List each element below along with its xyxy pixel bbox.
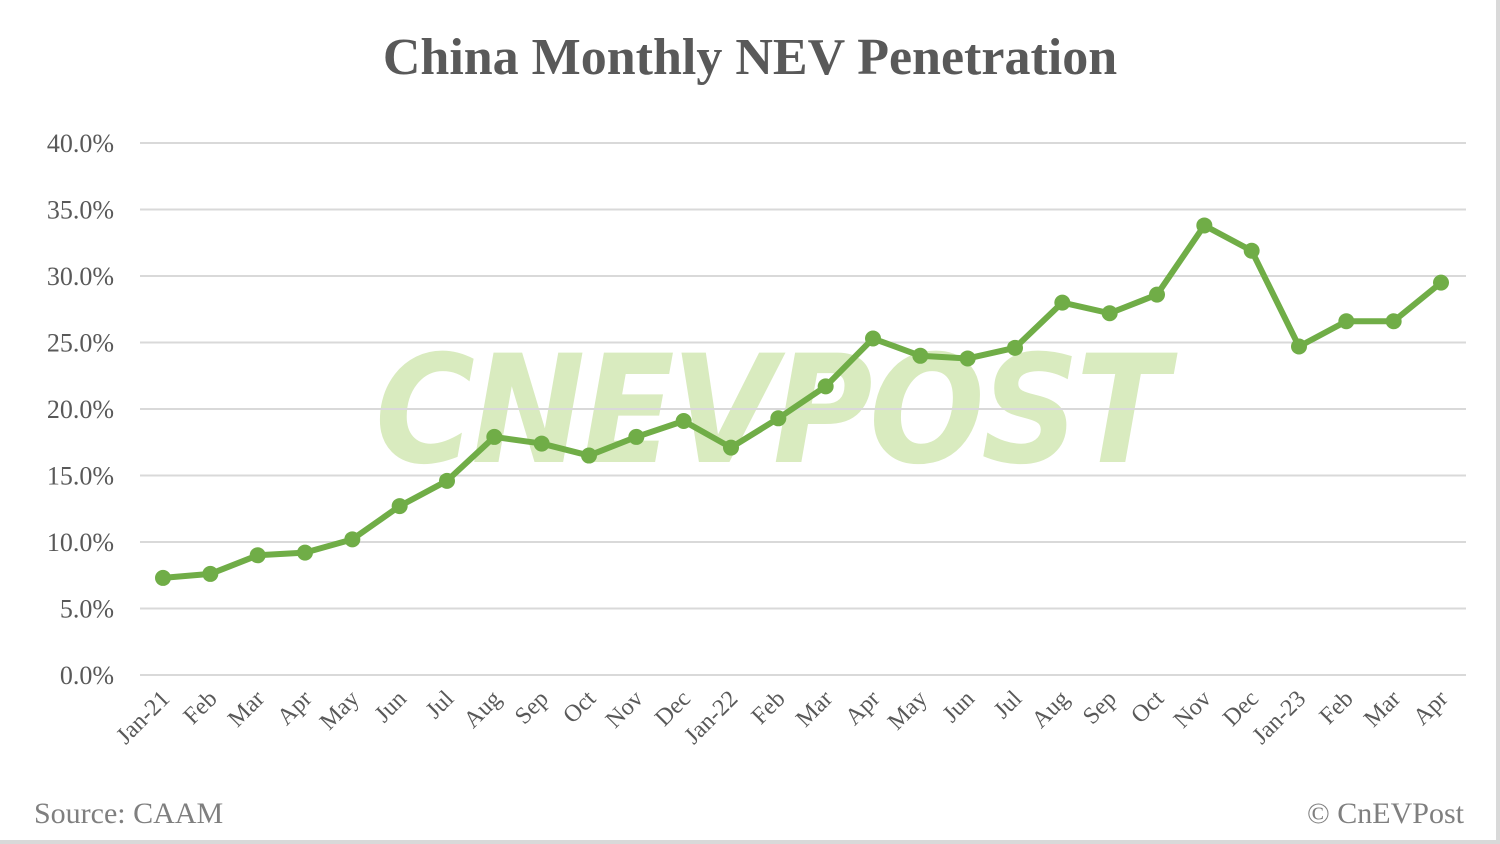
data-series (155, 217, 1449, 586)
source-label: Source: CAAM (34, 797, 224, 830)
data-point-marker (297, 544, 313, 561)
data-point-marker (1243, 242, 1260, 259)
series-line (160, 222, 1444, 581)
y-axis: 0.0% 5.0% 10.0% 15.0% 20.0% 25.0% 30.0% 35.0% 40… (47, 129, 114, 690)
x-tick-label: Jan-21 (112, 686, 176, 750)
data-point-marker (628, 428, 645, 445)
x-tick-label: Mar (223, 686, 270, 733)
x-tick-label: Apr (1408, 686, 1453, 731)
data-point-marker (770, 410, 787, 427)
x-tick-label: Aug (459, 686, 507, 734)
y-tick-label: 10.0% (47, 528, 114, 557)
data-point-marker (1196, 217, 1213, 234)
x-tick-label: Sep (510, 686, 554, 730)
data-point-marker (1007, 339, 1023, 356)
data-point-marker (391, 498, 408, 515)
y-tick-label: 0.0% (60, 661, 114, 690)
data-point-marker (581, 447, 597, 464)
data-point-marker (344, 531, 361, 548)
x-tick-label: Oct (1126, 686, 1169, 729)
data-point-marker (723, 439, 739, 456)
x-tick-label: Aug (1027, 686, 1075, 734)
data-point-marker (1101, 305, 1118, 322)
data-point-marker (155, 569, 171, 586)
data-point-marker (533, 435, 550, 452)
x-tick-label: Jul (421, 686, 459, 724)
y-tick-label: 20.0% (47, 395, 114, 424)
x-tick-label: Feb (747, 686, 791, 730)
x-tick-label: Jul (989, 686, 1027, 724)
data-point-marker (959, 350, 976, 367)
gridlines (140, 142, 1466, 676)
data-point-marker (1385, 313, 1402, 330)
data-point-marker (202, 565, 219, 582)
data-point-marker (249, 547, 266, 564)
x-tick-label: Nov (1169, 686, 1217, 734)
x-tick-label: Jun (370, 686, 412, 728)
x-tick-label: Nov (601, 686, 649, 734)
x-tick-label: Feb (179, 686, 223, 730)
y-tick-label: 15.0% (47, 462, 114, 491)
x-tick-label: May (315, 686, 364, 735)
data-point-marker (912, 347, 929, 364)
x-tick-label: Oct (558, 686, 601, 729)
data-point-marker (1338, 313, 1355, 330)
x-tick-label: Mar (791, 686, 838, 733)
data-point-marker (865, 330, 881, 347)
x-tick-label: Jan-22 (680, 686, 744, 750)
x-tick-label: Apr (840, 686, 885, 731)
data-point-marker (439, 472, 455, 489)
data-point-marker (1291, 338, 1307, 355)
data-point-marker (817, 378, 834, 395)
x-tick-label: May (883, 686, 932, 735)
x-tick-label: Jun (938, 686, 980, 728)
data-point-marker (1054, 294, 1071, 311)
x-tick-label: Mar (1359, 686, 1406, 733)
x-tick-label: Sep (1078, 686, 1122, 730)
y-tick-label: 5.0% (60, 595, 114, 624)
x-tick-label: Feb (1315, 686, 1359, 730)
chart-title: China Monthly NEV Penetration (382, 29, 1118, 86)
y-tick-label: 30.0% (47, 262, 114, 291)
y-tick-label: 35.0% (47, 196, 114, 225)
data-point-marker (1433, 274, 1449, 291)
x-tick-label: Apr (272, 686, 317, 731)
y-tick-label: 40.0% (47, 129, 114, 158)
x-tick-label: Jan-23 (1248, 686, 1312, 750)
data-point-marker (486, 428, 503, 445)
y-tick-label: 25.0% (47, 329, 114, 358)
data-point-marker (675, 412, 692, 429)
copyright-label: © CnEVPost (1307, 797, 1464, 830)
data-point-marker (1149, 286, 1165, 303)
